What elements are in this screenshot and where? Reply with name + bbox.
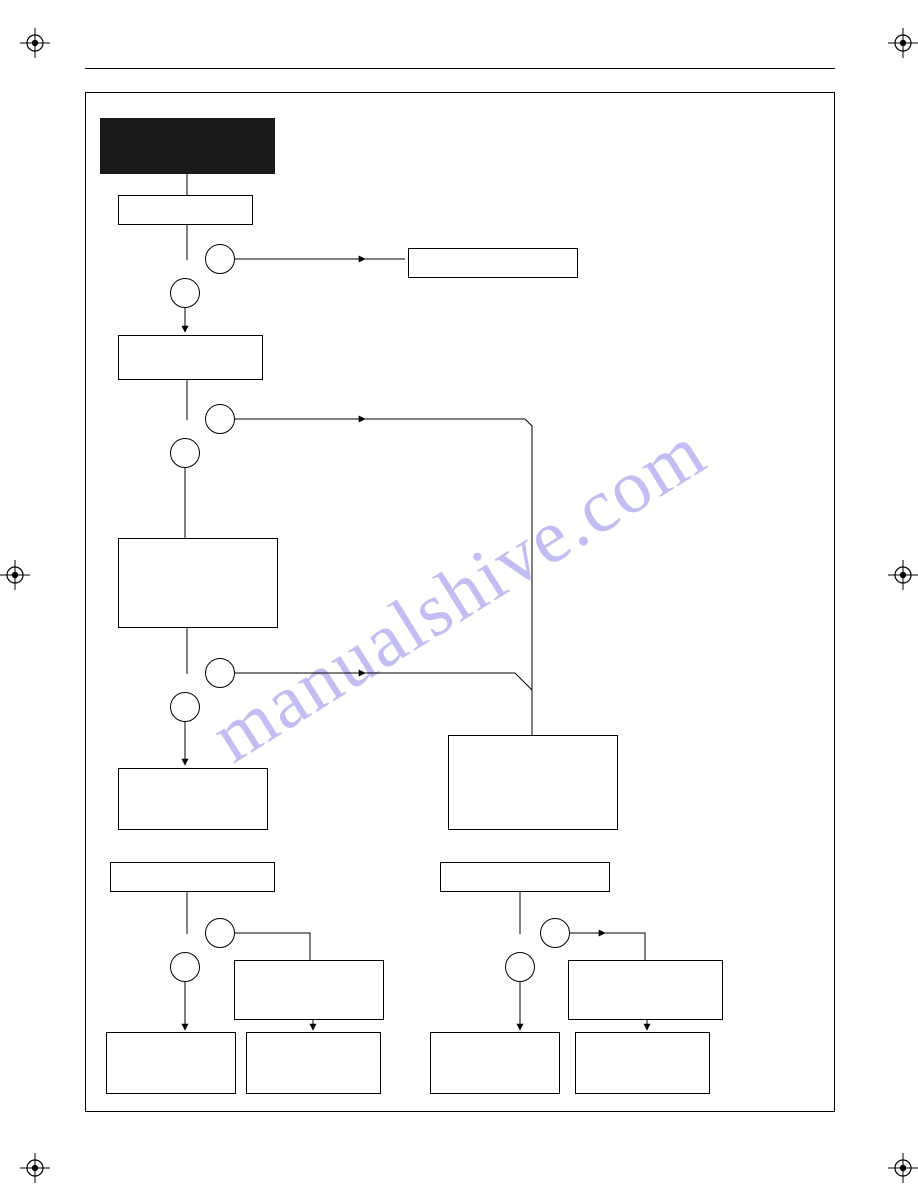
flowchart-node — [106, 1032, 236, 1094]
flowchart-node — [430, 1032, 560, 1094]
flowchart-start-node — [100, 118, 275, 174]
header-rule — [85, 68, 835, 69]
flowchart-decision — [205, 404, 235, 434]
flowchart-decision — [170, 692, 200, 722]
flowchart-node — [118, 768, 268, 830]
flowchart-decision — [170, 438, 200, 468]
page-root: manualshive.com — [0, 0, 918, 1188]
flowchart-node — [440, 862, 610, 892]
flowchart-decision — [205, 918, 235, 948]
flowchart-node — [575, 1032, 710, 1094]
flowchart-node — [110, 862, 275, 892]
flowchart-decision — [205, 658, 235, 688]
flowchart-node — [234, 960, 384, 1020]
flowchart-decision — [205, 244, 235, 274]
crop-mark-icon — [888, 28, 918, 58]
flowchart-decision — [170, 278, 200, 308]
crop-mark-icon — [20, 28, 50, 58]
crop-mark-icon — [20, 1153, 50, 1183]
flowchart-node — [118, 335, 263, 380]
crop-mark-icon — [888, 1153, 918, 1183]
crop-mark-icon — [888, 560, 918, 590]
flowchart-decision — [170, 952, 200, 982]
flowchart-node — [568, 960, 723, 1020]
flowchart-node — [118, 195, 253, 225]
flowchart-node — [448, 735, 618, 830]
flowchart-node — [246, 1032, 381, 1094]
flowchart-node — [408, 248, 578, 278]
flowchart-node — [118, 538, 278, 628]
flowchart-decision — [540, 918, 570, 948]
flowchart-decision — [505, 952, 535, 982]
crop-mark-icon — [0, 560, 30, 590]
